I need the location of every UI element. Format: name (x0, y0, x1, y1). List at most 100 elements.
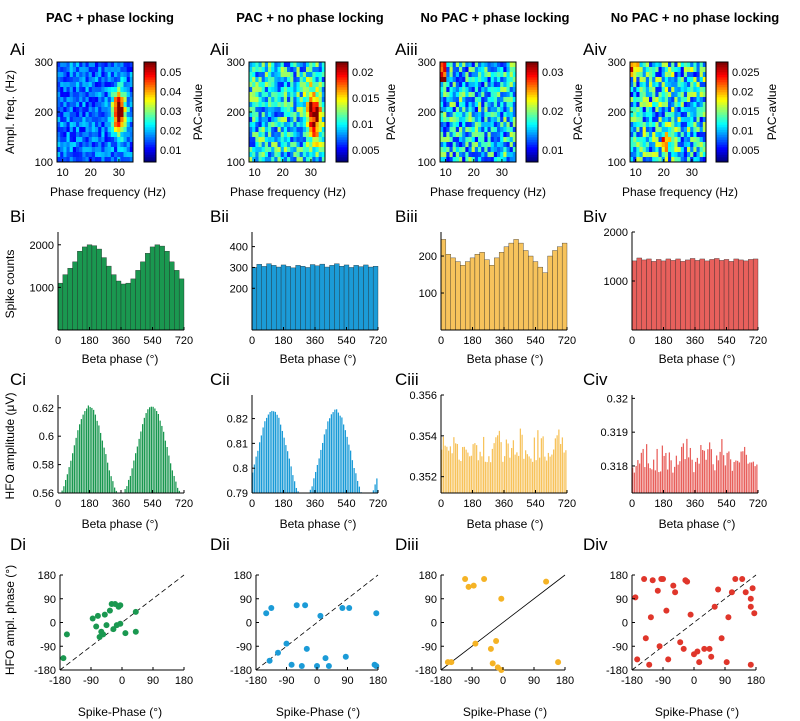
heatmap-cell (302, 157, 307, 163)
colorbar-segment (526, 129, 538, 133)
heatmap-cell (280, 77, 285, 83)
heatmap-cell (293, 77, 297, 83)
heatmap-cell (120, 142, 124, 148)
colorbar-label: PAC-avlue (191, 83, 205, 140)
heatmap-cell (268, 157, 272, 163)
heatmap-cell (277, 107, 281, 113)
heatmap-cell (677, 147, 681, 153)
heatmap-cell (503, 112, 507, 118)
histogram-bar (693, 472, 695, 493)
x-tick-label: 180 (80, 335, 98, 347)
heatmap-cell (478, 87, 482, 93)
heatmap-cell (487, 142, 491, 148)
colorbar-tick-label: 0.01 (542, 145, 563, 157)
heatmap-cell (255, 102, 259, 108)
heatmap-cell (642, 152, 647, 158)
x-tick-label: 540 (717, 335, 735, 347)
heatmap-cell (500, 112, 504, 118)
heatmap-cell (512, 147, 517, 153)
heatmap-cell (674, 147, 678, 153)
colorbar-segment (144, 109, 156, 113)
heatmap-cell (690, 82, 694, 88)
heatmap-cell (91, 132, 96, 138)
heatmap-cell (471, 92, 476, 98)
heatmap-cell (655, 87, 659, 93)
scatter-point (448, 659, 455, 666)
histogram-bar (448, 450, 450, 493)
heatmap-cell (465, 107, 469, 113)
heatmap-cell (258, 117, 262, 123)
scatter-point (649, 577, 656, 584)
heatmap-cell (446, 112, 450, 118)
histogram-bar (469, 257, 476, 331)
heatmap-cell (642, 132, 647, 138)
histogram-bar (101, 440, 104, 493)
heatmap-cell (126, 107, 131, 113)
heatmap-cell (478, 117, 482, 123)
heatmap-cell (490, 107, 495, 113)
histogram-bar (458, 459, 460, 493)
heatmap-cell (95, 132, 99, 138)
heatmap-cell (636, 117, 640, 123)
heatmap-cell (677, 152, 681, 158)
heatmap-cell (449, 157, 453, 163)
scatter-point (555, 659, 562, 666)
heatmap-cell (693, 137, 697, 143)
heatmap-cell (88, 107, 93, 113)
heatmap-cell (318, 77, 323, 83)
heatmap-cell (69, 92, 74, 98)
histogram-bar (350, 450, 352, 493)
heatmap-cell (95, 97, 99, 103)
heatmap-cell (95, 147, 99, 153)
heatmap-cell (652, 82, 656, 88)
heatmap-cell (696, 92, 700, 98)
heatmap-cell (696, 112, 700, 118)
histogram-bar (477, 460, 480, 493)
heatmap-cell (126, 137, 131, 143)
heatmap-cell (280, 82, 285, 88)
heatmap-cell (512, 152, 517, 158)
heatmap-cell (465, 92, 469, 98)
heatmap-cell (57, 87, 61, 93)
colorbar-segment (716, 87, 728, 90)
heatmap-cell (465, 82, 469, 88)
histogram-bar (549, 456, 551, 493)
column-title: No PAC + phase locking (421, 10, 570, 25)
histogram-bar (647, 463, 650, 493)
heatmap-cell (274, 147, 278, 153)
heatmap-cell (443, 72, 447, 78)
heatmap-cell (274, 72, 278, 78)
scatter-point (132, 608, 139, 615)
heatmap-cell (455, 107, 460, 113)
x-tick-label: 180 (274, 498, 292, 510)
heatmap-cell (321, 102, 326, 108)
histogram-bar (513, 239, 519, 331)
colorbar-segment (526, 64, 538, 68)
heatmap-cell (630, 62, 634, 68)
heatmap-cell (655, 132, 659, 138)
colorbar-segment (144, 134, 156, 138)
heatmap-cell (455, 72, 460, 78)
scatter-point (298, 663, 305, 669)
histogram-bar (747, 463, 749, 493)
heatmap-cell (114, 87, 118, 93)
scatter-point (632, 594, 639, 601)
row-b-xlabel: Beta phase (°) (280, 352, 357, 366)
heatmap-cell (268, 117, 272, 123)
heatmap-cell (258, 72, 262, 78)
x-tick-label: 0 (55, 498, 61, 510)
heatmap-cell (487, 82, 491, 88)
heatmap-cell (503, 107, 507, 113)
heatmap-cell (274, 92, 278, 98)
heatmap-cell (455, 117, 460, 123)
heatmap-cell (497, 102, 501, 108)
heatmap-cell (98, 112, 102, 118)
heatmap-cell (677, 67, 681, 73)
heatmap-cell (88, 67, 93, 73)
heatmap-cell (455, 112, 460, 118)
heatmap-cell (668, 92, 672, 98)
heatmap-cell (306, 92, 310, 98)
heatmap-cell (478, 112, 482, 118)
heatmap-cell (318, 137, 323, 143)
heatmap-cell (264, 117, 269, 123)
